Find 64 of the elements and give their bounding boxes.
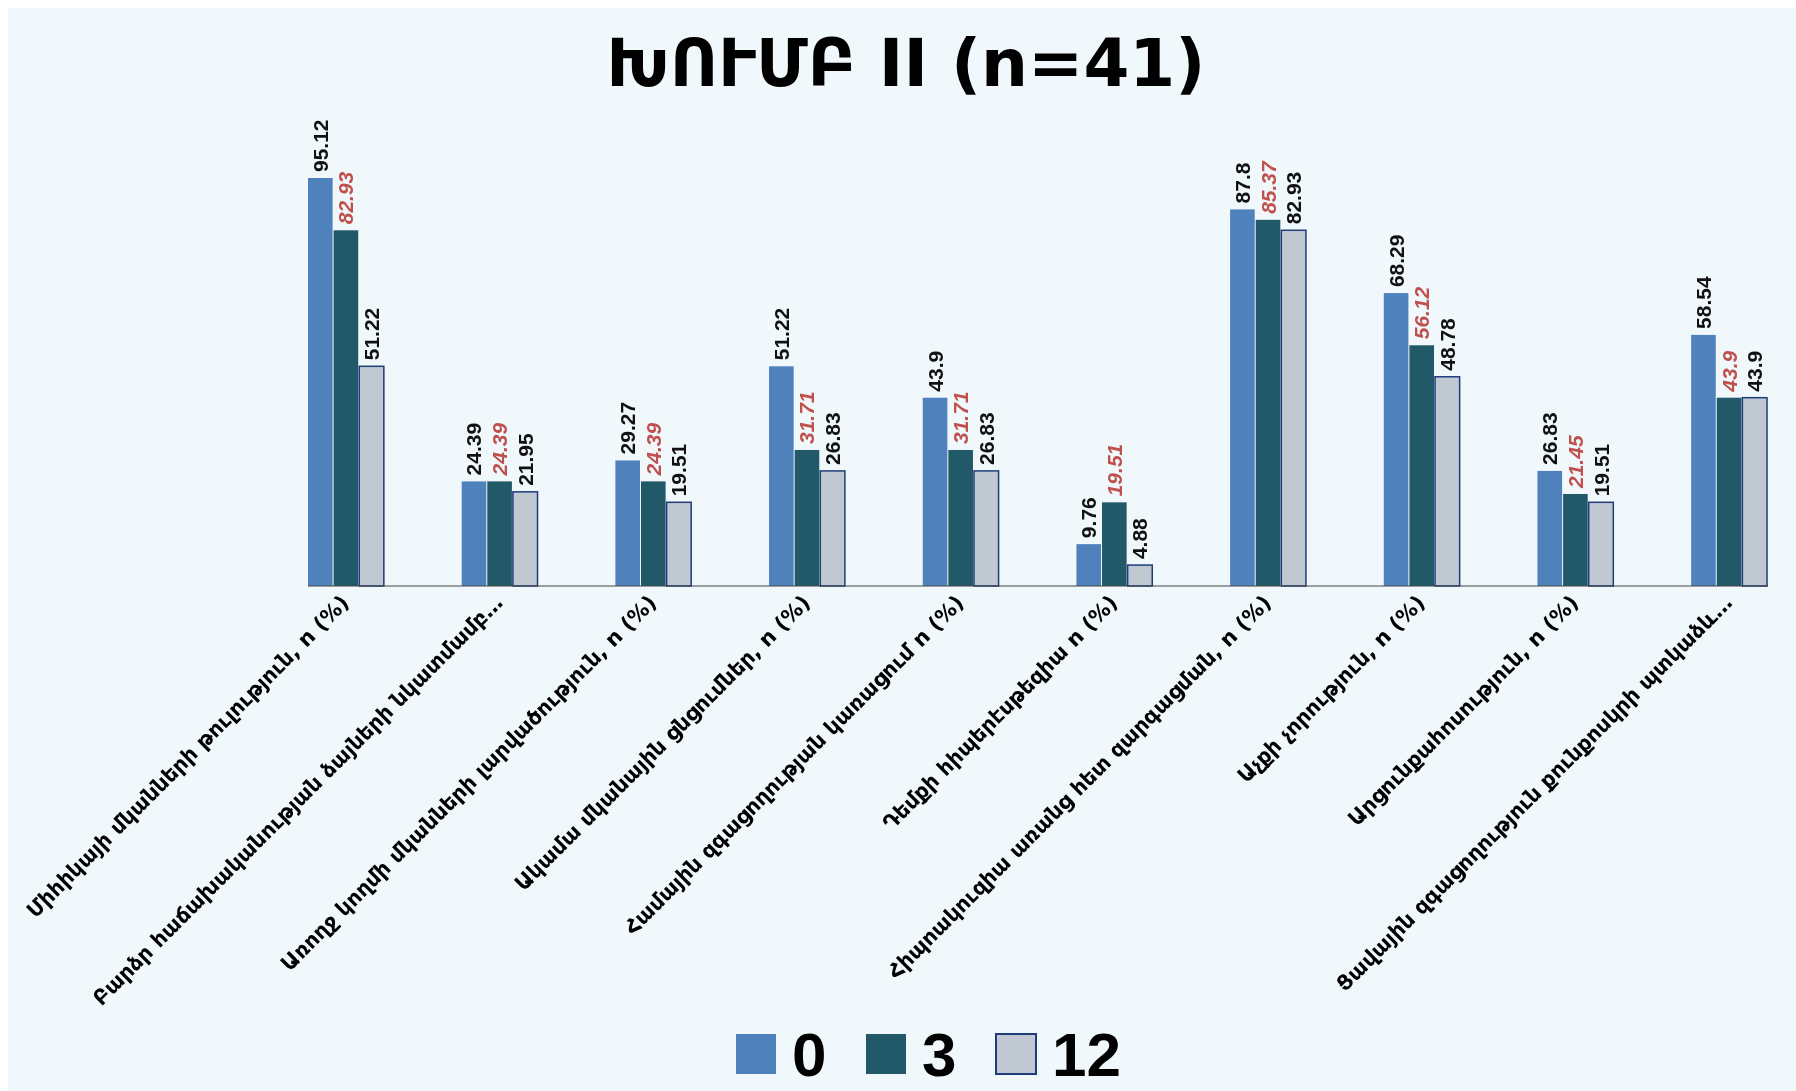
data-label: 51.22 <box>769 307 793 361</box>
bar <box>1716 397 1742 586</box>
data-label: 68.29 <box>1384 234 1408 288</box>
bar <box>461 481 487 586</box>
data-label: 43.9 <box>1717 350 1741 393</box>
data-label: 19.51 <box>1102 443 1126 497</box>
data-label: 87.8 <box>1230 162 1254 204</box>
data-label: 43.9 <box>1743 350 1767 392</box>
bar <box>665 501 692 587</box>
data-label: 21.95 <box>513 432 537 486</box>
bar <box>1102 502 1127 586</box>
bar <box>1255 219 1281 586</box>
bar <box>640 481 666 586</box>
bar <box>358 365 385 587</box>
data-label: 58.54 <box>1691 276 1715 329</box>
data-label: 51.22 <box>360 307 384 361</box>
data-label: 48.78 <box>1435 317 1459 371</box>
bar <box>769 366 794 586</box>
bar <box>1230 209 1255 586</box>
data-label: 4.88 <box>1128 517 1152 560</box>
bar <box>819 470 846 587</box>
bar <box>308 178 333 586</box>
bar <box>794 449 820 586</box>
bar <box>1409 345 1435 586</box>
legend-label: 0 <box>792 1020 827 1089</box>
bar <box>1537 470 1563 586</box>
bar <box>1126 564 1154 587</box>
data-label: 19.51 <box>667 443 691 497</box>
data-label: 26.83 <box>821 412 845 465</box>
data-label: 24.39 <box>641 422 665 477</box>
bar <box>1280 229 1307 587</box>
data-label: 26.83 <box>1538 412 1562 465</box>
data-label: 82.93 <box>334 171 358 225</box>
data-label: 24.39 <box>488 422 512 477</box>
bar <box>487 481 512 586</box>
bar <box>615 460 640 586</box>
data-label: 85.37 <box>1256 159 1280 214</box>
bar <box>1741 396 1768 587</box>
data-label: 31.71 <box>795 391 819 444</box>
data-label: 21.45 <box>1563 435 1587 489</box>
data-label: 29.27 <box>616 401 640 455</box>
data-label: 26.83 <box>974 412 998 465</box>
data-label: 43.9 <box>923 350 947 392</box>
data-label: 9.76 <box>1077 497 1101 539</box>
bar <box>948 449 973 586</box>
chart-title: ԽՈՒՄԲ II (n=41) <box>606 25 1206 102</box>
bar <box>1434 376 1461 587</box>
bar <box>1383 293 1409 586</box>
legend-label: 12 <box>1052 1020 1121 1089</box>
bar <box>1563 493 1588 586</box>
bar <box>1076 544 1102 586</box>
data-label: 24.39 <box>462 422 486 476</box>
data-label: 19.51 <box>1589 443 1613 497</box>
data-label: 95.12 <box>308 119 332 172</box>
data-label: 82.93 <box>1282 171 1306 225</box>
data-label: 31.71 <box>949 391 973 444</box>
bar <box>512 491 539 587</box>
bar <box>1587 501 1615 587</box>
bar <box>333 230 359 586</box>
data-label: 56.12 <box>1410 286 1434 340</box>
legend-label: 3 <box>922 1020 957 1089</box>
bar <box>973 470 1000 587</box>
bar <box>1691 334 1716 586</box>
bar <box>922 397 948 586</box>
